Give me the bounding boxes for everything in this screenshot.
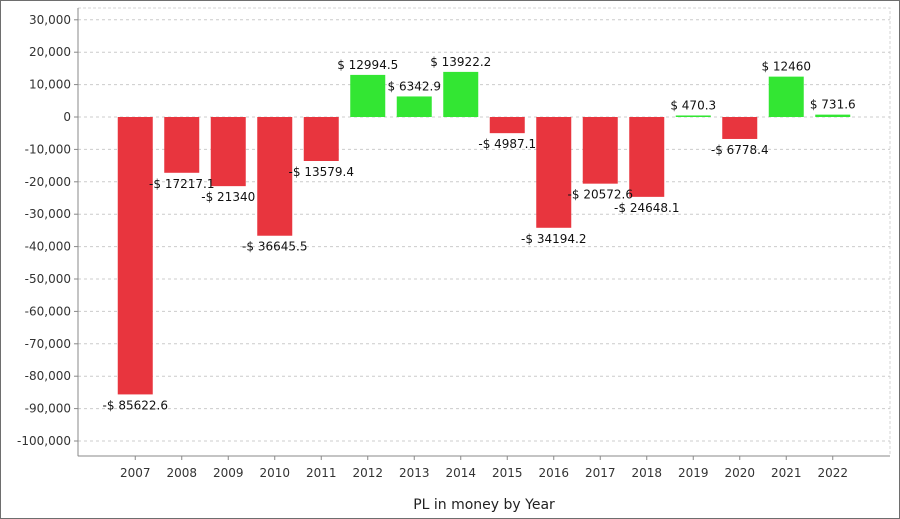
data-label-2013: $ 6342.9 (388, 79, 441, 93)
y-tick-label: -30,000 (25, 207, 71, 221)
x-tick-label: 2020 (724, 466, 755, 480)
bar-2017[interactable] (582, 117, 618, 184)
data-label-2021: $ 12460 (761, 60, 811, 74)
data-label-2010: -$ 36645.5 (242, 240, 307, 254)
data-label-2019: $ 470.3 (670, 98, 716, 112)
data-label-2016: -$ 34194.2 (521, 232, 586, 246)
x-tick-label: 2022 (817, 466, 848, 480)
bar-2019[interactable] (675, 115, 711, 117)
data-label-2011: -$ 13579.4 (289, 165, 354, 179)
plot-area (77, 7, 891, 457)
data-label-2022: $ 731.6 (810, 98, 856, 112)
bar-2013[interactable] (396, 96, 432, 117)
x-tick-label: 2011 (306, 466, 337, 480)
grid-lines (77, 7, 891, 457)
bar-2022[interactable] (815, 114, 851, 117)
data-label-2007: -$ 85622.6 (103, 398, 168, 412)
bar-2020[interactable] (722, 117, 758, 139)
y-tick-label: 0 (63, 110, 71, 124)
x-tick-label: 2017 (585, 466, 616, 480)
data-label-2009: -$ 21340 (201, 190, 255, 204)
y-tick-label: -70,000 (25, 337, 71, 351)
x-tick-label: 2013 (399, 466, 430, 480)
data-label-2017: -$ 20572.6 (568, 188, 633, 202)
y-axis: 30,000 20,000 10,000 0 -10,000 -20,000 -30,000… (17, 8, 79, 456)
bar-2014[interactable] (443, 71, 479, 117)
y-tick-label: -90,000 (25, 402, 71, 416)
x-axis: 2007 2008 2009 2010 2011 2012 2013 2014 2015 2016… (78, 455, 890, 480)
y-tick-label: 10,000 (29, 78, 71, 92)
x-tick-label: 2009 (213, 466, 244, 480)
y-tick-label: -10,000 (25, 142, 71, 156)
data-labels: -$ 85622.6 -$ 17217.1-$ 21340 -$ 36645.5 -$… (103, 55, 856, 413)
bar-2012[interactable] (350, 74, 386, 117)
y-tick-label: -60,000 (25, 304, 71, 318)
x-tick-label: 2012 (352, 466, 383, 480)
x-axis-title: PL in money by Year (413, 497, 555, 513)
x-tick-label: 2015 (492, 466, 523, 480)
data-label-2012: $ 12994.5 (337, 58, 398, 72)
x-tick-label: 2018 (631, 466, 662, 480)
data-label-2018: -$ 24648.1 (614, 201, 679, 215)
bar-2011[interactable] (303, 117, 339, 161)
bar-2007[interactable] (117, 117, 153, 395)
y-tick-label: -100,000 (17, 434, 71, 448)
bar-2016[interactable] (536, 117, 572, 228)
data-label-2014: $ 13922.2 (430, 55, 491, 69)
x-tick-label: 2019 (678, 466, 709, 480)
bar-2008[interactable] (164, 117, 200, 173)
data-label-2015: -$ 4987.1 (478, 137, 536, 151)
x-tick-label: 2021 (771, 466, 802, 480)
x-tick-label: 2008 (166, 466, 197, 480)
bars (117, 71, 851, 395)
y-tick-label: 30,000 (29, 13, 71, 27)
y-tick-label: -40,000 (25, 240, 71, 254)
y-tick-label: 20,000 (29, 45, 71, 59)
data-label-2008: -$ 17217.1 (149, 177, 214, 191)
x-tick-label: 2016 (538, 466, 569, 480)
y-tick-label: -80,000 (25, 369, 71, 383)
x-tick-label: 2014 (445, 466, 476, 480)
y-tick-label: -20,000 (25, 175, 71, 189)
bar-2009[interactable] (210, 117, 246, 187)
bar-2021[interactable] (768, 76, 804, 117)
y-tick-label: -50,000 (25, 272, 71, 286)
bar-2010[interactable] (257, 117, 293, 236)
x-tick-label: 2010 (259, 466, 290, 480)
data-label-2020: -$ 6778.4 (711, 143, 769, 157)
bar-2018[interactable] (629, 117, 665, 197)
bar-2015[interactable] (489, 117, 525, 134)
x-tick-label: 2007 (120, 466, 151, 480)
